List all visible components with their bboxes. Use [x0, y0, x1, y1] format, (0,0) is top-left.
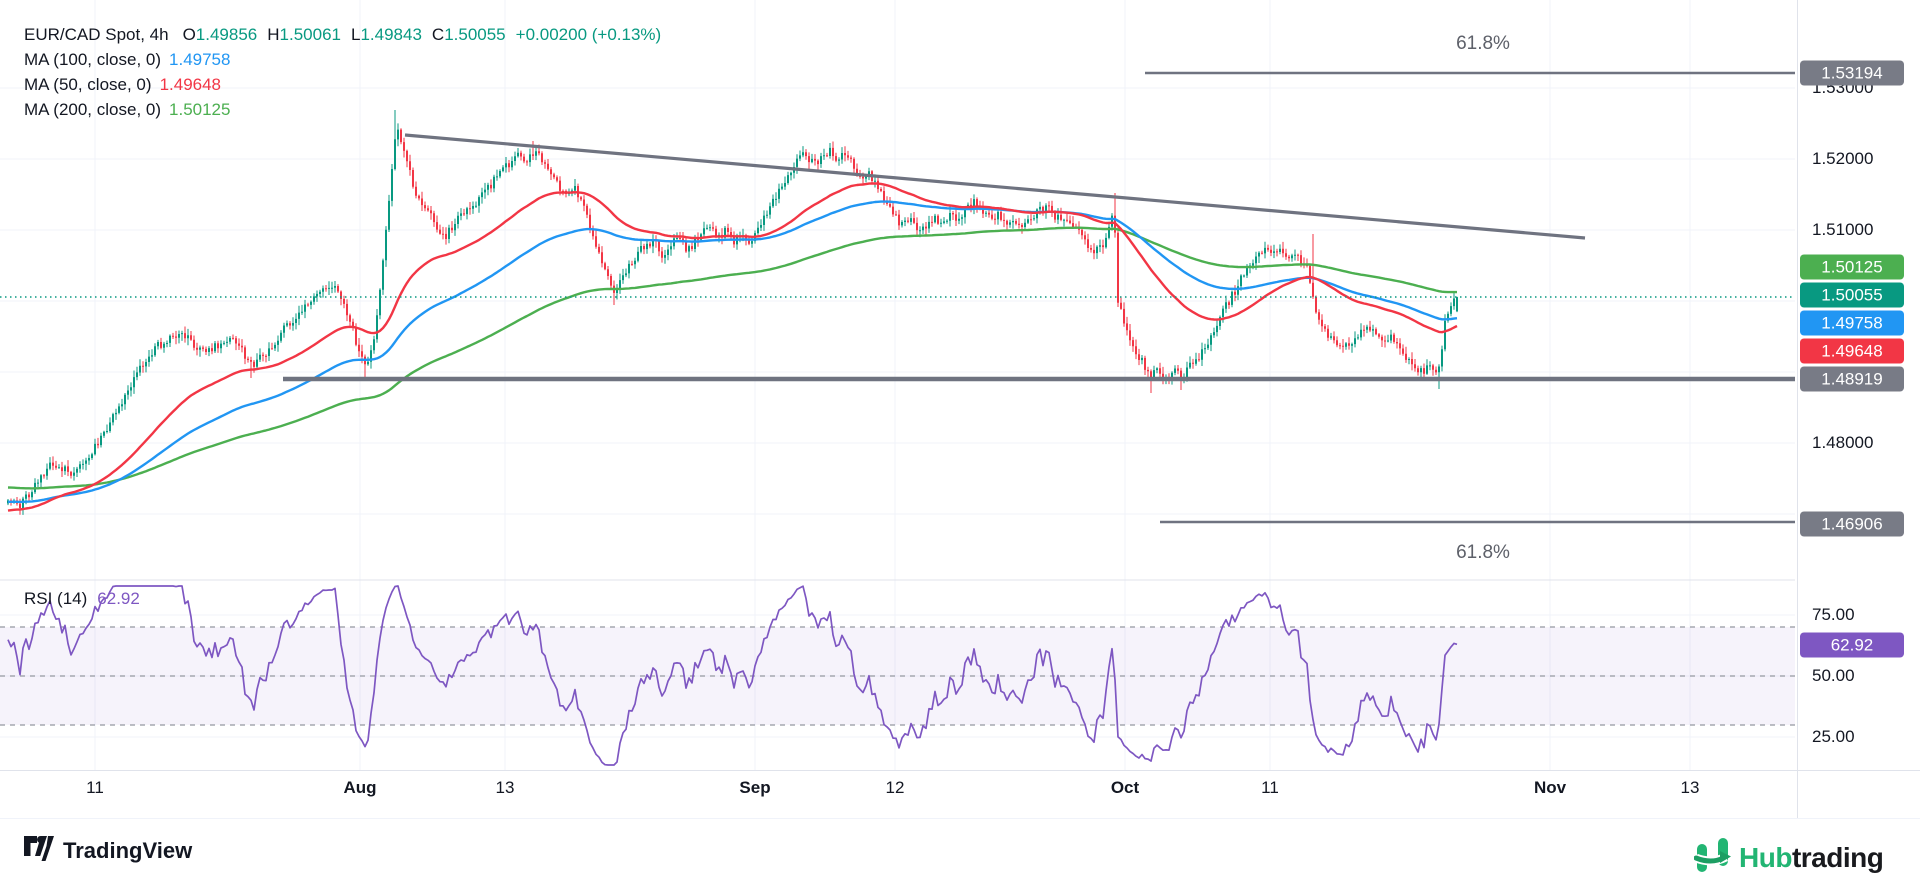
rsi-value: 62.92 [97, 589, 140, 608]
candle-wicks-down [10, 128, 1437, 515]
ma100-line [8, 200, 1458, 504]
time-scale[interactable]: 11 Aug 13 Sep 12 Oct 11 Nov 13 [0, 770, 1920, 818]
price-scale-tick: 1.53000 [1812, 78, 1874, 97]
price-scale-tick: 1.52000 [1812, 149, 1874, 168]
fib-upper-percent-label: 61.8% [1456, 33, 1510, 54]
time-axis-label: Aug [343, 778, 377, 797]
price-scale-tick: 1.48000 [1812, 433, 1874, 452]
ma200-legend-row: MA (200, close, 0) 1.50125 [24, 100, 231, 119]
time-axis-label: 13 [1680, 778, 1700, 797]
symbol-title: EUR/CAD Spot, 4h [24, 25, 169, 44]
hubtrading-logo-text: Hubtrading [1739, 841, 1884, 873]
ma50-legend-row: MA (50, close, 0) 1.49648 [24, 75, 222, 94]
ma100-legend-row: MA (100, close, 0) 1.49758 [24, 50, 231, 69]
symbol-legend: EUR/CAD Spot, 4h O1.49856 H1.50061 L1.49843… [24, 22, 661, 122]
price-scale-tick: 75.00 [1812, 605, 1855, 624]
price-scale-tick: 50.00 [1812, 666, 1855, 685]
hubtrading-logo-icon [1693, 836, 1732, 879]
rsi-value-badge: 62.92 [1800, 632, 1904, 658]
time-axis-label: 12 [885, 778, 905, 797]
price-scale-tick: 1.51000 [1812, 220, 1874, 239]
ohlc-open: O1.49856 [182, 25, 258, 44]
ma200-value: 1.50125 [169, 100, 231, 119]
tradingview-attribution[interactable]: TradingView [24, 835, 192, 866]
rsi-line [7, 585, 1458, 766]
tradingview-logo-icon [24, 835, 54, 866]
hubtrading-logo: Hubtrading [1693, 836, 1884, 879]
ma50-value: 1.49648 [159, 75, 222, 94]
ma100-value: 1.49758 [169, 50, 231, 69]
price-axis-separator [1797, 0, 1798, 818]
descending-trendline [404, 133, 1586, 240]
time-axis-label: Sep [739, 778, 771, 797]
price-level-badge: 1.53194 [1800, 60, 1904, 86]
rsi-legend: RSI (14) 62.92 [24, 589, 140, 609]
time-axis-label: Nov [1533, 778, 1567, 797]
price-level-badge: 1.49758 [1800, 310, 1904, 336]
ohlc-high: H1.50061 [267, 25, 341, 44]
chart-canvas[interactable] [0, 0, 1797, 818]
time-axis-label: 11 [86, 778, 104, 797]
time-axis-separator [0, 770, 1920, 771]
tradingview-logo-text: TradingView [63, 837, 193, 863]
price-level-badge: 1.49648 [1800, 338, 1904, 364]
price-level-badge: 1.50125 [1800, 254, 1904, 280]
ma50-line [7, 182, 1458, 512]
price-change: +0.00200 (+0.13%) [515, 25, 662, 44]
fib-lower-percent-label: 61.8% [1456, 542, 1510, 563]
price-level-badge: 1.50055 [1800, 282, 1904, 308]
ma200-line [7, 226, 1457, 490]
price-level-badge: 1.46906 [1800, 511, 1904, 537]
chart-bottom-border [0, 818, 1920, 819]
ohlc-low: L1.49843 [350, 25, 422, 44]
price-scale-tick: 25.00 [1812, 727, 1855, 746]
time-axis-label: Oct [1110, 778, 1140, 797]
time-axis-label: 13 [495, 778, 515, 797]
rsi-label: RSI (14) [24, 589, 88, 608]
candle-bodies-up [7, 129, 1458, 508]
time-axis-label: 11 [1261, 778, 1279, 797]
price-level-badge: 1.48919 [1800, 366, 1904, 392]
symbol-ohlc-row: EUR/CAD Spot, 4h O1.49856 H1.50061 L1.49843… [24, 22, 661, 47]
ohlc-close: C1.50055 [431, 25, 506, 44]
rsi-band [0, 627, 1795, 725]
